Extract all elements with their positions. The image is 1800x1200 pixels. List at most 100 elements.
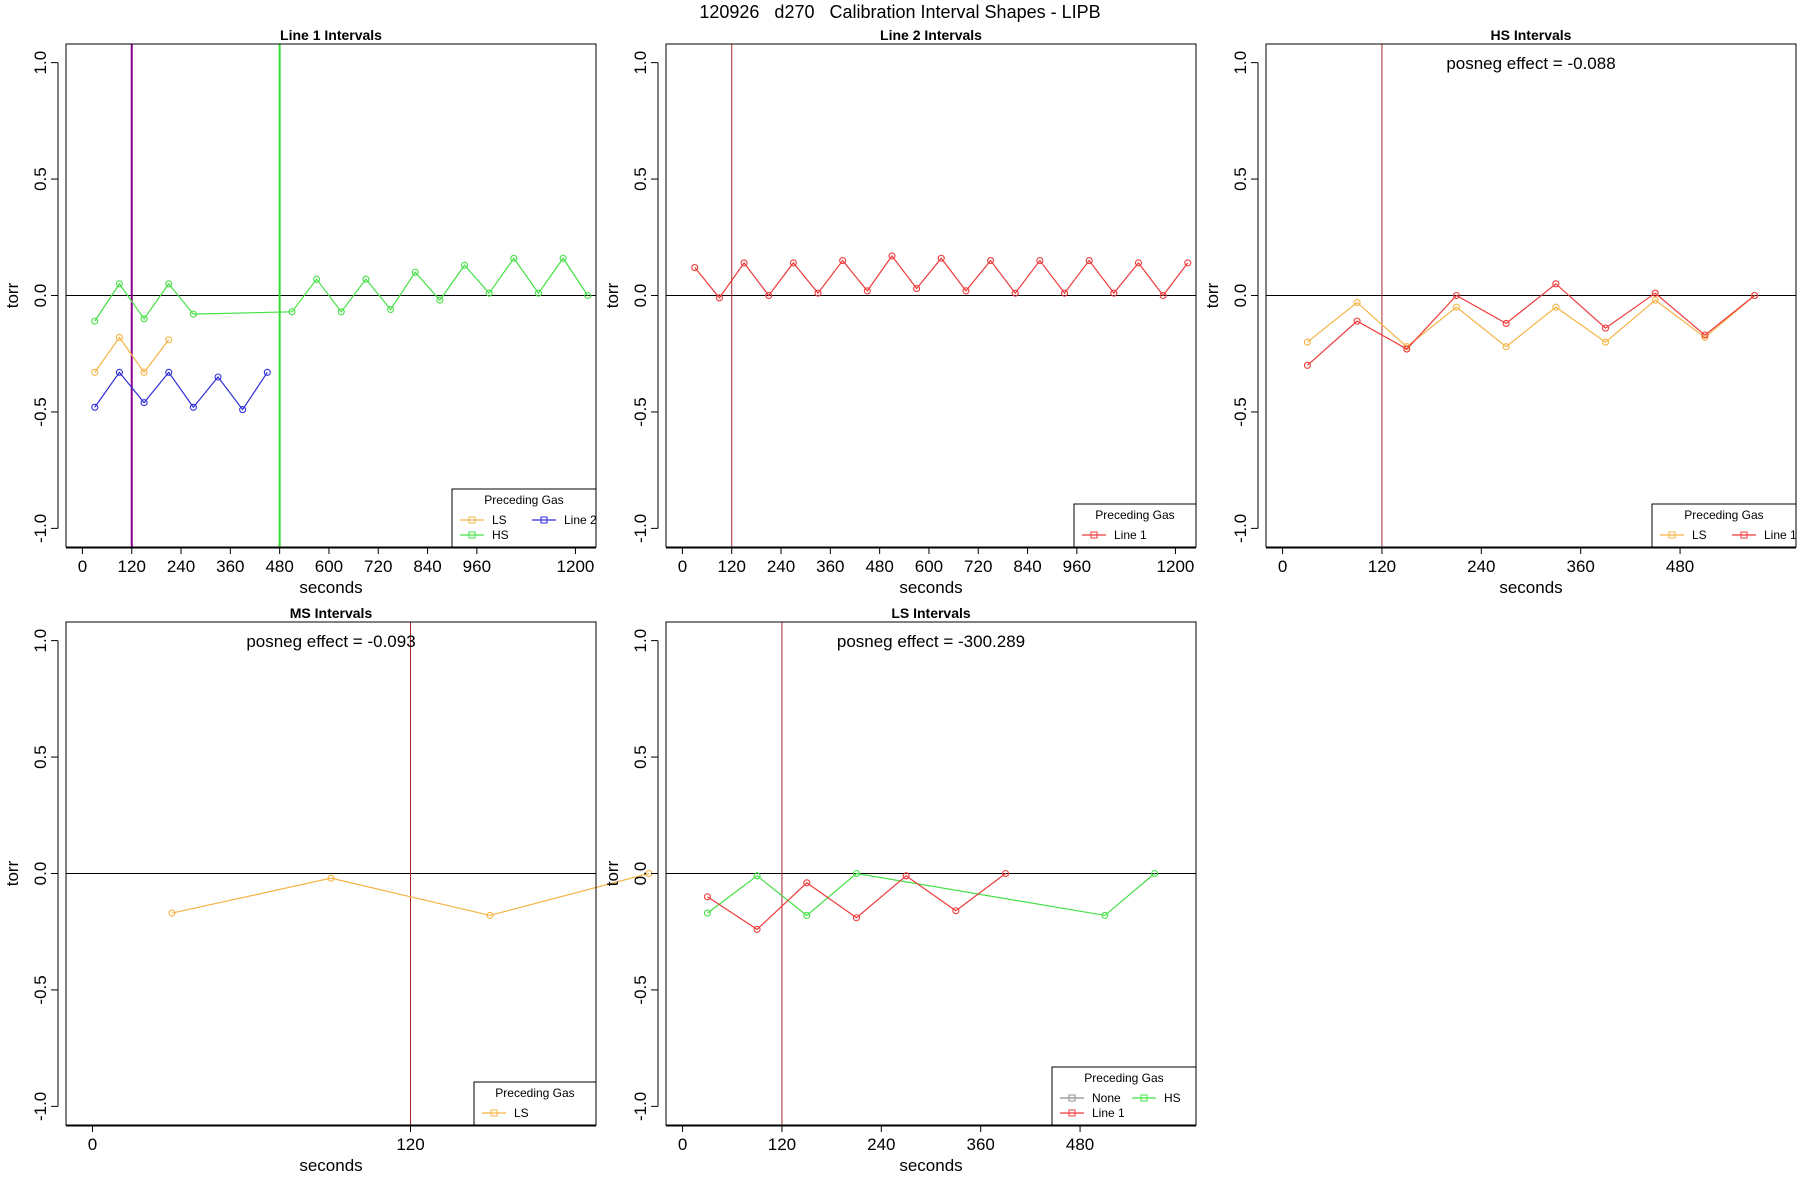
data-point [168, 909, 176, 917]
x-axis-label: seconds [899, 1156, 962, 1175]
series-line-line-2 [94, 371, 268, 411]
data-point [1552, 280, 1560, 288]
panel-line-1-intervals: Line 1 Intervals -1.0 -0.5 0.0 0.5 1.0 torr 0 12… [3, 27, 597, 597]
x-axis-label: seconds [1499, 578, 1562, 597]
data-point [115, 333, 123, 341]
series-line-hs [94, 257, 589, 322]
legend-box [1651, 503, 1797, 548]
x-tick-label: 1200 [1157, 557, 1195, 576]
x-tick-label: 360 [216, 557, 244, 576]
data-point [740, 259, 748, 267]
y-tick-label: -1.0 [1231, 514, 1250, 543]
y-tick-label: 1.0 [31, 51, 50, 75]
data-point [1452, 303, 1461, 311]
data-point [1303, 361, 1311, 369]
x-tick-label: 360 [967, 1135, 995, 1154]
data-point [1151, 869, 1159, 878]
data-point [1036, 257, 1044, 265]
data-point [1085, 257, 1093, 265]
x-tick-label: 240 [767, 557, 795, 576]
legend-title: Preceding Gas [495, 1086, 574, 1100]
series-line-line-1 [707, 873, 1006, 931]
y-tick-label: 1.0 [1231, 51, 1250, 75]
data-point [852, 869, 861, 878]
data-point [1134, 259, 1143, 267]
x-tick-label: 0 [88, 1135, 97, 1154]
data-point [852, 914, 861, 922]
x-tick-label: 0 [1278, 557, 1287, 576]
y-tick-label: 0.0 [31, 862, 50, 886]
data-point [327, 874, 335, 882]
y-tick-label: -0.5 [1231, 397, 1250, 426]
legend-title: Preceding Gas [1684, 508, 1763, 522]
data-point [1651, 296, 1659, 304]
data-point [91, 403, 99, 411]
legend-swatch-marker [1068, 1109, 1076, 1117]
x-tick-label: 120 [718, 557, 746, 576]
data-point [337, 308, 345, 316]
data-point [952, 907, 960, 915]
y-axis-label: torr [1203, 282, 1222, 308]
data-point [753, 925, 761, 933]
legend-entry-label: LS [492, 513, 507, 527]
data-point [1751, 291, 1759, 300]
data-point [140, 315, 148, 323]
x-tick-label: 0 [678, 557, 687, 576]
x-tick-label: 360 [816, 557, 844, 576]
data-point [165, 280, 173, 288]
data-point [534, 289, 543, 297]
x-tick-label: 120 [1368, 557, 1396, 576]
y-tick-label: -0.5 [31, 975, 50, 1004]
legend-entry-label: Line 1 [1114, 528, 1147, 542]
y-tick-label: -0.5 [631, 397, 650, 426]
y-tick-label: -1.0 [631, 1092, 650, 1121]
data-point [1552, 303, 1560, 311]
x-tick-label: 960 [1063, 557, 1091, 576]
x-tick-label: 120 [768, 1135, 796, 1154]
panel-title: Line 1 Intervals [280, 27, 382, 43]
posneg-annotation: posneg effect = -0.088 [1446, 54, 1615, 73]
legend-swatch-marker [1090, 531, 1098, 539]
data-point [91, 368, 99, 376]
data-point [263, 368, 271, 376]
y-axis-label: torr [3, 282, 22, 308]
data-point [1651, 289, 1659, 297]
series-line-hs [707, 872, 1155, 917]
data-point [1303, 338, 1311, 346]
data-point [937, 254, 945, 262]
legend-swatch-marker [1068, 1094, 1076, 1102]
legend-entry-label: Line 2 [564, 513, 597, 527]
x-tick-label: 840 [1013, 557, 1041, 576]
y-tick-label: 1.0 [631, 629, 650, 653]
data-point [1701, 331, 1709, 339]
y-tick-label: -1.0 [31, 514, 50, 543]
y-axis-label: torr [603, 860, 622, 886]
legend: Preceding Gas LS [473, 1081, 597, 1126]
data-point [1101, 911, 1109, 919]
plot-frame [65, 621, 597, 1126]
y-axis-label: torr [603, 282, 622, 308]
data-point [485, 289, 493, 297]
data-point [1184, 259, 1192, 267]
x-tick-label: 600 [915, 557, 943, 576]
legend-swatch-marker [540, 516, 548, 524]
data-point [789, 259, 797, 267]
data-point [411, 268, 419, 276]
y-tick-label: 0.0 [631, 284, 650, 308]
data-point [715, 294, 723, 302]
data-point [987, 257, 995, 265]
y-tick-label: 0.5 [631, 167, 650, 191]
data-point [115, 368, 123, 376]
data-point [1011, 289, 1019, 297]
data-point [1502, 319, 1510, 327]
data-point [165, 336, 173, 344]
legend-title: Preceding Gas [484, 493, 563, 507]
plot-frame [65, 43, 597, 548]
legend-box [451, 488, 597, 548]
data-point [1060, 289, 1069, 297]
y-tick-label: 0.0 [1231, 284, 1250, 308]
series-line-line-1 [1307, 283, 1755, 366]
y-tick-label: 1.0 [31, 629, 50, 653]
panel-title: LS Intervals [891, 605, 971, 621]
